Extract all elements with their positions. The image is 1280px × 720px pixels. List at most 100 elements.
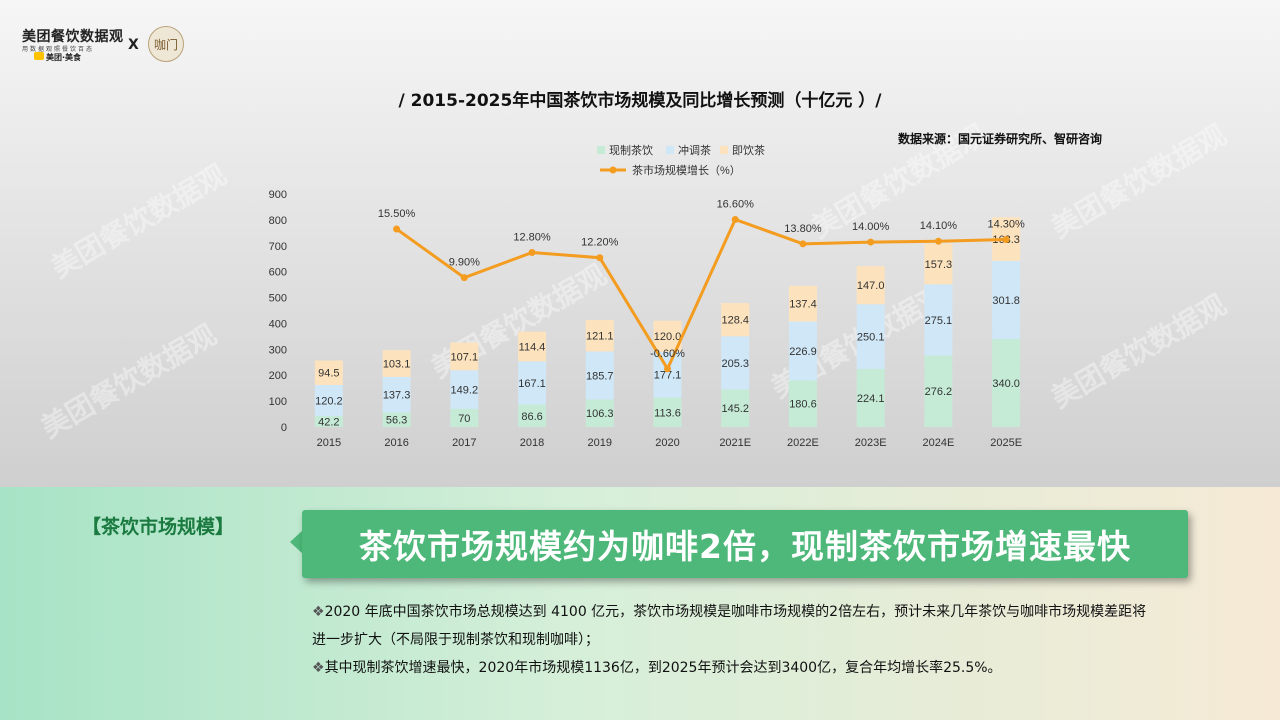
growth-point (393, 225, 401, 233)
bar-segment (788, 285, 817, 322)
y-tick-label: 500 (269, 293, 287, 305)
x-tick-label: 2018 (520, 437, 544, 449)
bar-value-label: 185.7 (586, 370, 614, 382)
bar-value-label: 180.6 (789, 399, 817, 411)
bar-value-label: 103.1 (383, 359, 411, 371)
bar-segment (314, 360, 343, 385)
y-tick-label: 400 (269, 318, 287, 330)
bar-segment (653, 397, 682, 427)
growth-label: 14.00% (852, 221, 890, 233)
bar-value-label: 250.1 (857, 332, 885, 344)
bar-segment (653, 351, 682, 398)
meituan-badge-icon (34, 52, 44, 60)
bar-segment (585, 351, 614, 400)
y-tick-label: 300 (269, 344, 287, 356)
x-tick-label: 2020 (655, 437, 679, 449)
y-tick-label: 100 (269, 396, 287, 408)
meituan-brand: 美团·美食 (46, 53, 82, 62)
y-tick-label: 900 (269, 189, 287, 201)
growth-label: 12.20% (581, 237, 619, 249)
bar-value-label: 340.0 (992, 378, 1020, 390)
bar-segment (518, 404, 547, 427)
bar-value-label: 137.3 (383, 390, 411, 402)
diamond-bullet-icon: ❖ (312, 660, 325, 676)
bar-value-label: 42.2 (318, 417, 339, 429)
bar-value-label: 226.9 (789, 346, 817, 358)
bullet-list: ❖2020 年底中国茶饮市场总规模达到 4100 亿元，茶饮市场规模是咖啡市场规… (312, 598, 1152, 682)
bar-value-label: 121.1 (586, 331, 614, 343)
growth-label: 14.30% (987, 218, 1025, 230)
x-tick-label: 2019 (588, 437, 612, 449)
legend-label: 现制茶饮 (609, 144, 653, 157)
growth-label: -0.60% (650, 348, 685, 360)
growth-label: 14.10% (920, 220, 958, 232)
bar-value-label: 157.3 (925, 259, 953, 271)
bar-segment (585, 399, 614, 427)
bar-value-label: 114.4 (519, 342, 546, 354)
bullet-item: ❖其中现制茶饮增速最快，2020年市场规模1136亿，到2025年预计会达到34… (312, 654, 1152, 682)
chart-panel (0, 0, 1280, 487)
growth-point (1002, 235, 1010, 243)
bar-segment (450, 370, 479, 409)
banner-arrow (290, 530, 303, 554)
bar-value-label: 86.6 (521, 411, 542, 423)
bar-value-label: 137.4 (789, 299, 817, 311)
bar-segment (856, 266, 885, 305)
y-tick-label: 600 (269, 267, 287, 279)
growth-label: 16.60% (717, 199, 755, 211)
bullet-item: ❖2020 年底中国茶饮市场总规模达到 4100 亿元，茶饮市场规模是咖啡市场规… (312, 598, 1152, 654)
bar-value-label: 128.4 (721, 315, 749, 327)
logo-tagline: 用数据观照餐饮百态 (22, 46, 95, 53)
bar-value-label: 149.2 (451, 385, 479, 397)
section-tag: 【茶饮市场规模】 (82, 516, 235, 538)
bar-value-label: 70 (458, 413, 470, 425)
growth-point (799, 240, 807, 248)
bar-value-label: 107.1 (451, 351, 479, 363)
bar-segment (788, 321, 817, 381)
bar-segment (721, 303, 750, 337)
y-tick-label: 800 (269, 215, 287, 227)
growth-point (460, 274, 468, 282)
x-tick-label: 2015 (317, 437, 341, 449)
bar-value-label: 167.1 (518, 378, 546, 390)
x-tick-label: 2025E (990, 437, 1022, 449)
x-tick-label: 2023E (855, 437, 887, 449)
growth-label: 12.80% (513, 231, 551, 243)
bar-value-label: 205.3 (721, 358, 749, 370)
legend-swatch (666, 146, 674, 154)
growth-point (731, 216, 739, 224)
bar-segment (382, 376, 411, 413)
bar-segment (314, 416, 343, 427)
collab-x: X (128, 37, 139, 53)
bar-segment (450, 342, 479, 371)
diamond-bullet-icon: ❖ (312, 604, 325, 620)
bar-segment (856, 304, 885, 369)
bar-value-label: 106.3 (586, 408, 614, 420)
bar-segment (992, 260, 1021, 339)
bar-value-label: 120.0 (654, 331, 682, 343)
bar-segment (924, 284, 953, 356)
bar-value-label: 94.5 (318, 368, 339, 380)
bar-value-label: 224.1 (857, 393, 885, 405)
bar-segment (721, 336, 750, 390)
bar-segment (721, 389, 750, 427)
legend-swatch (720, 146, 728, 154)
bar-segment (924, 243, 953, 285)
growth-point (934, 237, 942, 245)
kamen-logo: 咖门 (148, 26, 184, 62)
growth-point (596, 254, 604, 262)
bar-value-label: 275.1 (925, 315, 953, 327)
legend-swatch (597, 146, 605, 154)
growth-label: 9.90% (449, 257, 480, 269)
x-tick-label: 2016 (384, 437, 408, 449)
y-tick-label: 200 (269, 370, 287, 382)
bar-segment (856, 368, 885, 427)
bar-segment (518, 331, 547, 362)
bar-segment (788, 380, 817, 427)
bar-segment (450, 408, 479, 427)
bar-segment (382, 350, 411, 377)
bar-segment (382, 412, 411, 427)
y-tick-label: 700 (269, 241, 287, 253)
bar-segment (924, 355, 953, 427)
bullet-text: 2020 年底中国茶饮市场总规模达到 4100 亿元，茶饮市场规模是咖啡市场规模… (312, 604, 1147, 648)
